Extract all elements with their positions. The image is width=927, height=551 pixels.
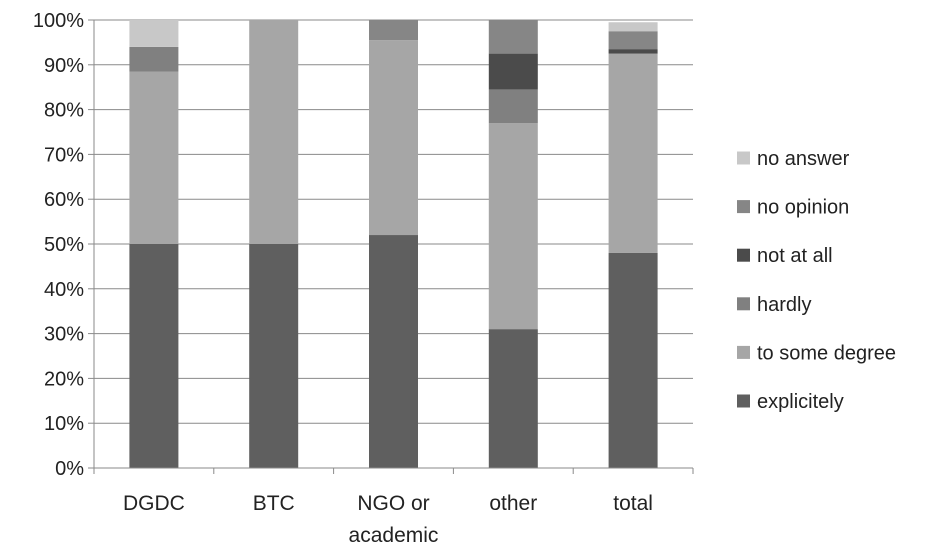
legend-label: explicitely [757, 391, 844, 413]
bar-segment [249, 244, 299, 468]
x-category-label: DGDC [123, 492, 185, 515]
bar-segment [129, 46, 179, 72]
axes: 0% 10% 20% 30% 40% 50% 60% 70% 80% 90% 100% DGDC BTC… [33, 10, 694, 547]
bars [129, 20, 658, 468]
legend-swatch [737, 151, 750, 165]
legend-swatch [737, 248, 750, 262]
bar-segment [488, 329, 538, 468]
y-tick-label: 40% [44, 279, 84, 301]
y-tick-label: 90% [44, 55, 84, 77]
legend-swatch [737, 297, 750, 311]
legend-swatch [737, 200, 750, 214]
y-tick-label: 70% [44, 144, 84, 166]
legend-label: hardly [757, 294, 811, 316]
x-category-label: total [613, 492, 653, 515]
y-tick-label: 100% [33, 10, 84, 32]
bar-segment [608, 49, 658, 54]
bar-segment [488, 123, 538, 330]
legend-swatch [737, 394, 750, 408]
legend-swatch [737, 345, 750, 359]
bar-segment [129, 71, 179, 245]
y-tick-label: 80% [44, 100, 84, 122]
y-tick-label: 50% [44, 234, 84, 256]
bar-segment [369, 40, 418, 236]
bar-segment [608, 53, 658, 253]
y-tick-label: 20% [44, 368, 84, 390]
legend-label: to some degree [757, 342, 896, 364]
legend-label: not at all [757, 245, 833, 267]
bar-segment [608, 252, 658, 468]
bar-segment [488, 53, 538, 90]
bar-segment [369, 235, 418, 468]
bar-segment [488, 20, 538, 54]
y-tick-label: 30% [44, 324, 84, 346]
bar-segment [608, 22, 658, 32]
y-tick-label: 60% [44, 189, 84, 211]
bar-segment [608, 31, 658, 50]
x-category-label: other [489, 492, 537, 515]
y-tick-label: 10% [44, 413, 84, 435]
bar-segment [129, 244, 179, 468]
bar-segment [129, 20, 179, 47]
x-category-label: NGO or academic [349, 492, 439, 546]
legend: no answer no opinion not at all hardly to so… [737, 148, 896, 413]
legend-label: no opinion [757, 197, 849, 219]
bar-segment [488, 89, 538, 124]
bar-segment [249, 20, 299, 244]
y-tick-label: 0% [55, 458, 84, 480]
x-category-label: BTC [253, 492, 295, 515]
bar-segment [369, 20, 418, 41]
legend-label: no answer [757, 148, 850, 170]
